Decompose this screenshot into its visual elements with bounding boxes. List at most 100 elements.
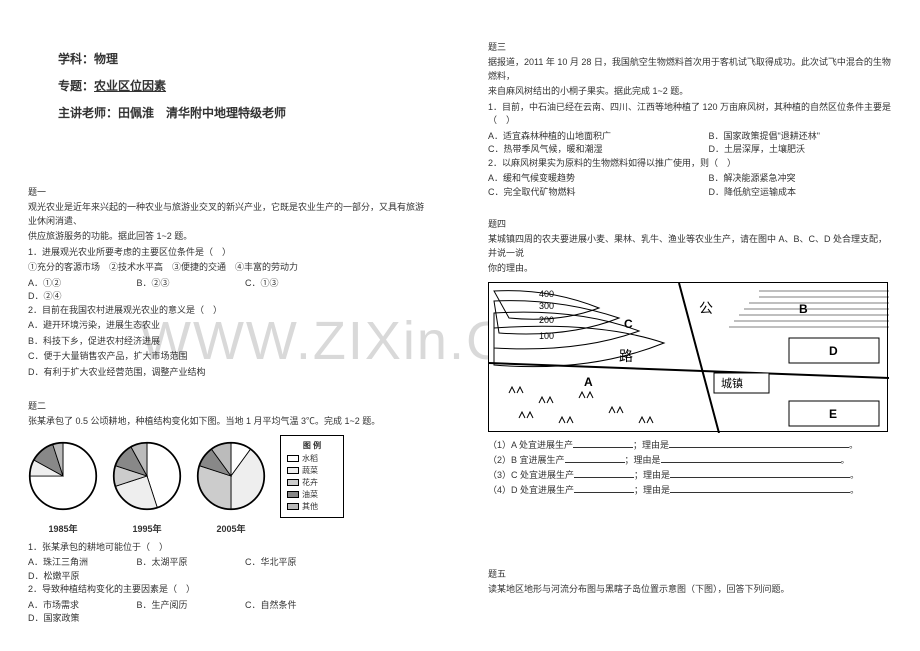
blank	[670, 468, 850, 478]
q2-q2text: 2．导致种植结构变化的主要因素是（ ）	[28, 583, 432, 597]
blank	[565, 453, 625, 463]
left-column: 学科：物理 专题：农业区位因素 主讲老师：田佩淮 清华附中地理特级老师 题一 观…	[0, 0, 460, 651]
q4-fill-1: （1）A 处宜进展生产；理由是。	[488, 438, 892, 453]
q1-c2b: B．科技下乡，促进农村经济进展	[28, 335, 432, 349]
svg-text:C: C	[624, 317, 633, 331]
q1-optsline: ①充分的客源市场 ②技术水平高 ③便捷的交通 ④丰富的劳动力	[28, 261, 432, 275]
q1-choice-c: C．①③	[245, 277, 333, 291]
q2-c1: A．珠江三角洲 B．太湖平原 C．华北平原 D．松嫩平原	[28, 556, 432, 583]
subject-value: 物理	[94, 52, 118, 66]
teacher-title: 清华附中地理特级老师	[166, 106, 286, 120]
year-2005: 2005年	[196, 522, 266, 535]
q1-c2c: C．便于大量销售农产品，扩大市场范围	[28, 350, 432, 364]
q4-intro2: 你的理由。	[488, 262, 892, 276]
q1-intro1: 观光农业是近年来兴起的一种农业与旅游业交叉的新兴产业，它既是农业生产的一部分，又…	[28, 201, 432, 228]
q2-q1text: 1．张某承包的耕地可能位于（ ）	[28, 541, 432, 555]
swatch-oil	[287, 491, 299, 498]
q2-c2d: D．国家政策	[28, 612, 116, 626]
topic-label: 专题：	[58, 79, 94, 93]
q4-map: 400 300 200 100 公 路 城镇 C B D E	[488, 282, 888, 432]
q3-q2text: 2．以麻风树果实为原料的生物燃料如得以推广使用，则（ ）	[488, 157, 892, 171]
svg-text:200: 200	[539, 315, 554, 325]
blank	[661, 453, 841, 463]
q4-intro1: 某城镇四周的农夫要进展小麦、果林、乳牛、渔业等农业生产，请在图中 A、B、C、D…	[488, 233, 892, 260]
svg-text:A: A	[584, 375, 593, 389]
q4-f3a: （3）C 处宜进展生产	[488, 470, 574, 480]
q1-choice-a: A．①②	[28, 277, 116, 291]
q2-c1c: C．华北平原	[245, 556, 333, 570]
q3-c1a: A．适宜森林种植的山地面积广	[488, 130, 688, 144]
q3-c1-row1: A．适宜森林种植的山地面积广 B．国家政策提倡"退耕还林"	[488, 130, 892, 144]
q1-c2d: D．有利于扩大农业经营范围，调整产业结构	[28, 366, 432, 380]
q3-c1d: D．土层深厚，土壤肥沃	[709, 143, 806, 157]
pie-2005	[196, 441, 266, 511]
q3-c2-row1: A．缓和气候变暖趋势 B．解决能源紧急冲突	[488, 172, 892, 186]
svg-text:400: 400	[539, 289, 554, 299]
swatch-veg	[287, 467, 299, 474]
q2-c2a: A．市场需求	[28, 599, 116, 613]
q4-fill-3: （3）C 处宜进展生产；理由是。	[488, 468, 892, 483]
q3-c2d: D．降低航空运输成本	[709, 186, 797, 200]
q1-c2a: A．避开环境污染，进展生态农业	[28, 319, 432, 333]
pie-1985	[28, 441, 98, 511]
svg-text:300: 300	[539, 301, 554, 311]
q1-choice-d: D．②④	[28, 290, 116, 304]
teacher-label: 主讲老师：	[58, 106, 118, 120]
q3-intro2: 来自麻风树结出的小桐子果实。据此完成 1~2 题。	[488, 85, 892, 99]
q2-c1d: D．松嫩平原	[28, 570, 116, 584]
q3-c1-row2: C．热带季风气候，暖和潮湿 D．土层深厚，土壤肥沃	[488, 143, 892, 157]
q4-f1a: （1）A 处宜进展生产	[488, 440, 573, 450]
swatch-other	[287, 503, 299, 510]
swatch-flower	[287, 479, 299, 486]
q1-q2text: 2．目前在我国农村进展观光农业的意义是（ ）	[28, 304, 432, 318]
blank	[573, 438, 633, 448]
q2-head: 题二	[28, 399, 432, 412]
blank	[669, 438, 849, 448]
q1-choices: A．①② B．②③ C．①③ D．②④	[28, 277, 432, 304]
subject-line: 学科：物理	[58, 50, 432, 67]
q5-intro: 读某地区地形与河流分布图与黑瞎子岛位置示意图（下图），回答下列问题。	[488, 583, 892, 597]
q4-map-svg: 400 300 200 100 公 路 城镇 C B D E	[489, 283, 889, 433]
svg-text:路: 路	[619, 348, 633, 364]
legend-flower: 花卉	[302, 477, 318, 488]
right-column: 题三 据报道，2011 年 10 月 28 日，我国航空生物燃料首次用于客机试飞…	[460, 0, 920, 651]
q2-c2: A．市场需求 B．生产阅历 C．自然条件 D．国家政策	[28, 599, 432, 626]
q5-head: 题五	[488, 567, 892, 580]
blank	[670, 483, 850, 493]
q3-intro1: 据报道，2011 年 10 月 28 日，我国航空生物燃料首次用于客机试飞取得成…	[488, 56, 892, 83]
q2-c1a: A．珠江三角洲	[28, 556, 116, 570]
q3-head: 题三	[488, 40, 892, 53]
q4-f4b: ；理由是	[634, 485, 670, 495]
q3-q1text: 1．目前，中石油已经在云南、四川、江西等地种植了 120 万亩麻风树，其种植的自…	[488, 101, 892, 128]
q3-c2-row2: C．完全取代矿物燃料 D．降低航空运输成本	[488, 186, 892, 200]
q4-fill-4: （4）D 处宜进展生产；理由是。	[488, 483, 892, 498]
year-1985: 1985年	[28, 522, 98, 535]
q3-c1b: B．国家政策提倡"退耕还林"	[709, 130, 820, 144]
blank	[574, 468, 634, 478]
legend-veg: 蔬菜	[302, 465, 318, 476]
q1-head: 题一	[28, 185, 432, 198]
q4-fill-2: （2）B 宜进展生产；理由是。	[488, 453, 892, 468]
q3-c2c: C．完全取代矿物燃料	[488, 186, 688, 200]
pie-chart-row: 图 例 水稻 蔬菜 花卉 油菜 其他	[28, 435, 432, 518]
q4-f2b: ；理由是	[625, 455, 661, 465]
legend-title: 图 例	[287, 440, 337, 451]
svg-text:100: 100	[539, 331, 554, 341]
q1-intro2: 供应旅游服务的功能。据此回答 1~2 题。	[28, 230, 432, 244]
subject-label: 学科：	[58, 52, 94, 66]
pie-1995	[112, 441, 182, 511]
q4-f2a: （2）B 宜进展生产	[488, 455, 565, 465]
q4-f3b: ；理由是	[634, 470, 670, 480]
doc-header: 学科：物理 专题：农业区位因素 主讲老师：田佩淮 清华附中地理特级老师	[58, 50, 432, 121]
legend-oil: 油菜	[302, 489, 318, 500]
page-container: 学科：物理 专题：农业区位因素 主讲老师：田佩淮 清华附中地理特级老师 题一 观…	[0, 0, 920, 651]
svg-text:城镇: 城镇	[721, 376, 743, 390]
q1-choice-b: B．②③	[137, 277, 225, 291]
q4-f4a: （4）D 处宜进展生产	[488, 485, 574, 495]
legend-rice: 水稻	[302, 453, 318, 464]
legend-other: 其他	[302, 501, 318, 512]
q2-c2c: C．自然条件	[245, 599, 333, 613]
swatch-rice	[287, 455, 299, 462]
q2-c2b: B．生产阅历	[137, 599, 225, 613]
teacher-name: 田佩淮	[118, 106, 154, 120]
